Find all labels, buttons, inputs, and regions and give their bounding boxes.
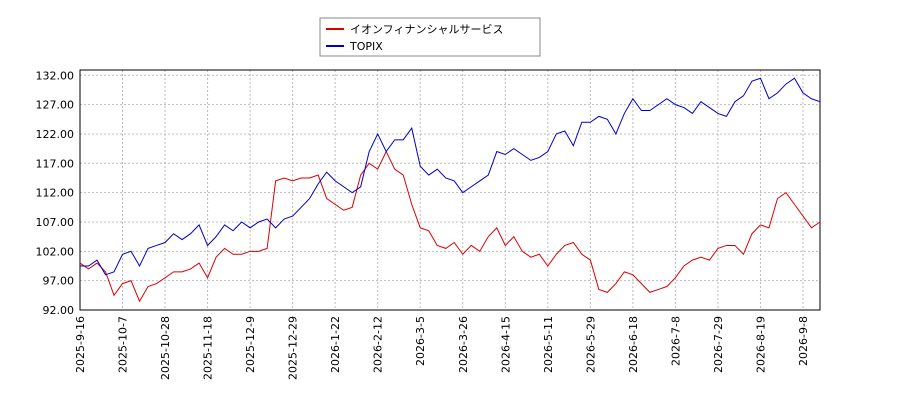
y-tick-label: 112.00 <box>36 187 75 200</box>
x-tick-label: 2025-9-16 <box>74 316 87 373</box>
x-tick-label: 2026-6-18 <box>627 316 640 373</box>
x-tick-label: 2026-5-11 <box>542 316 555 373</box>
x-tick-label: 2025-12-29 <box>287 316 300 380</box>
plot-frame <box>79 69 821 311</box>
y-tick-label: 127.00 <box>36 99 75 112</box>
x-tick-label: 2026-9-8 <box>797 316 810 366</box>
series-line <box>80 77 821 276</box>
x-tick-label: 2026-5-29 <box>584 316 597 373</box>
x-tick-label: 2026-3-26 <box>457 316 470 373</box>
x-tick-label: 2026-1-22 <box>329 316 342 373</box>
x-tick-label: 2026-4-15 <box>499 316 512 373</box>
y-tick-label: 92.00 <box>43 304 75 317</box>
y-tick-label: 97.00 <box>43 275 75 288</box>
x-tick-label: 2025-11-18 <box>202 316 215 380</box>
x-tick-label: 2025-12-9 <box>244 316 257 373</box>
x-tick-label: 2025-10-7 <box>117 316 130 373</box>
legend: イオンフィナンシャルサービス TOPIX <box>319 17 541 57</box>
legend-box <box>319 17 541 57</box>
y-tick-label: 107.00 <box>36 216 75 229</box>
x-tick-label: 2026-7-29 <box>712 316 725 373</box>
x-tick-label: 2026-7-8 <box>669 316 682 366</box>
x-tick-label: 2026-8-19 <box>754 316 767 373</box>
y-tick-label: 132.00 <box>36 69 75 82</box>
y-tick-label: 117.00 <box>36 157 75 170</box>
legend-label: イオンフィナンシャルサービス <box>350 23 503 36</box>
y-tick-label: 102.00 <box>36 245 75 258</box>
x-tick-label: 2025-10-28 <box>159 316 172 380</box>
x-tick-label: 2026-2-12 <box>372 316 385 373</box>
x-tick-label: 2026-3-5 <box>414 316 427 366</box>
y-tick-label: 122.00 <box>36 128 75 141</box>
legend-label: TOPIX <box>349 40 383 53</box>
series-line <box>79 150 821 303</box>
